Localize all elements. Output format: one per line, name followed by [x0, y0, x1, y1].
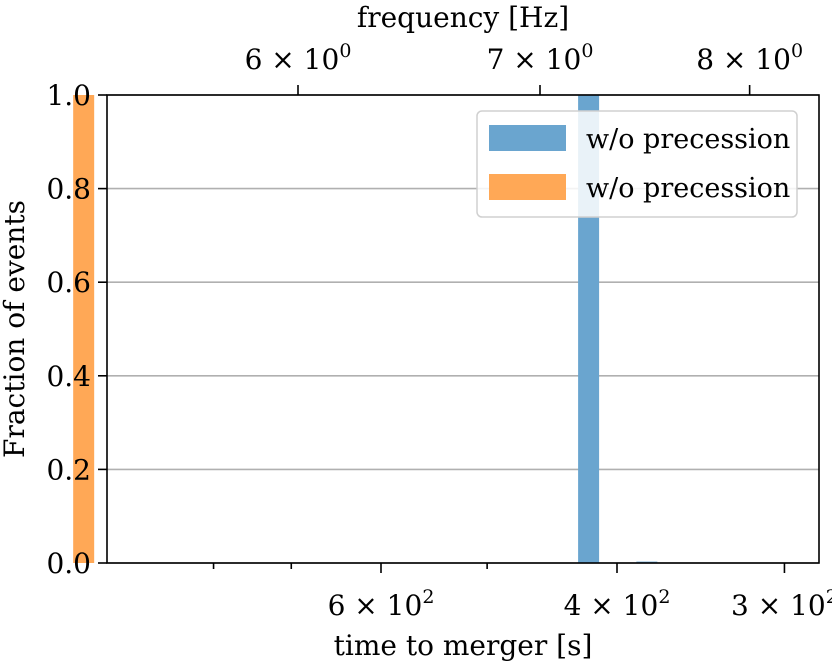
- y-tick-label: 0.6: [46, 266, 91, 299]
- bottom-tick-label: 3 × 102: [731, 586, 832, 622]
- y-tick-label: 0.0: [46, 547, 91, 580]
- y-tick-label: 0.2: [46, 453, 91, 486]
- top-tick-label: 7 × 100: [487, 40, 594, 76]
- top-x-ticks: 6 × 100 7 × 100 8 × 100: [245, 40, 803, 95]
- bottom-x-ticks: 6 × 102 4 × 102 3 × 102: [212, 563, 832, 622]
- bottom-tick-label: 4 × 102: [564, 586, 671, 622]
- legend-swatch-blue: [489, 125, 566, 151]
- top-tick-label: 8 × 100: [696, 40, 803, 76]
- top-x-axis-label: frequency [Hz]: [357, 1, 569, 34]
- y-ticks: 0.0 0.2 0.4 0.6 0.8 1.0: [46, 79, 107, 580]
- legend-label-orange: w/o precession: [586, 173, 790, 204]
- bottom-x-axis-label: time to merger [s]: [334, 629, 593, 662]
- legend-swatch-orange: [489, 174, 566, 200]
- y-axis-label: Fraction of events: [0, 200, 31, 458]
- legend: w/o precession w/o precession: [476, 110, 798, 218]
- bar-1-0: [73, 95, 95, 563]
- y-tick-label: 0.8: [46, 173, 91, 206]
- top-tick-label: 6 × 100: [245, 40, 352, 76]
- plot-frame: [106, 94, 820, 564]
- y-tick-label: 1.0: [46, 79, 91, 112]
- legend-label-blue: w/o precession: [586, 124, 790, 155]
- y-tick-label: 0.4: [46, 360, 91, 393]
- bottom-tick-label: 6 × 102: [328, 586, 435, 622]
